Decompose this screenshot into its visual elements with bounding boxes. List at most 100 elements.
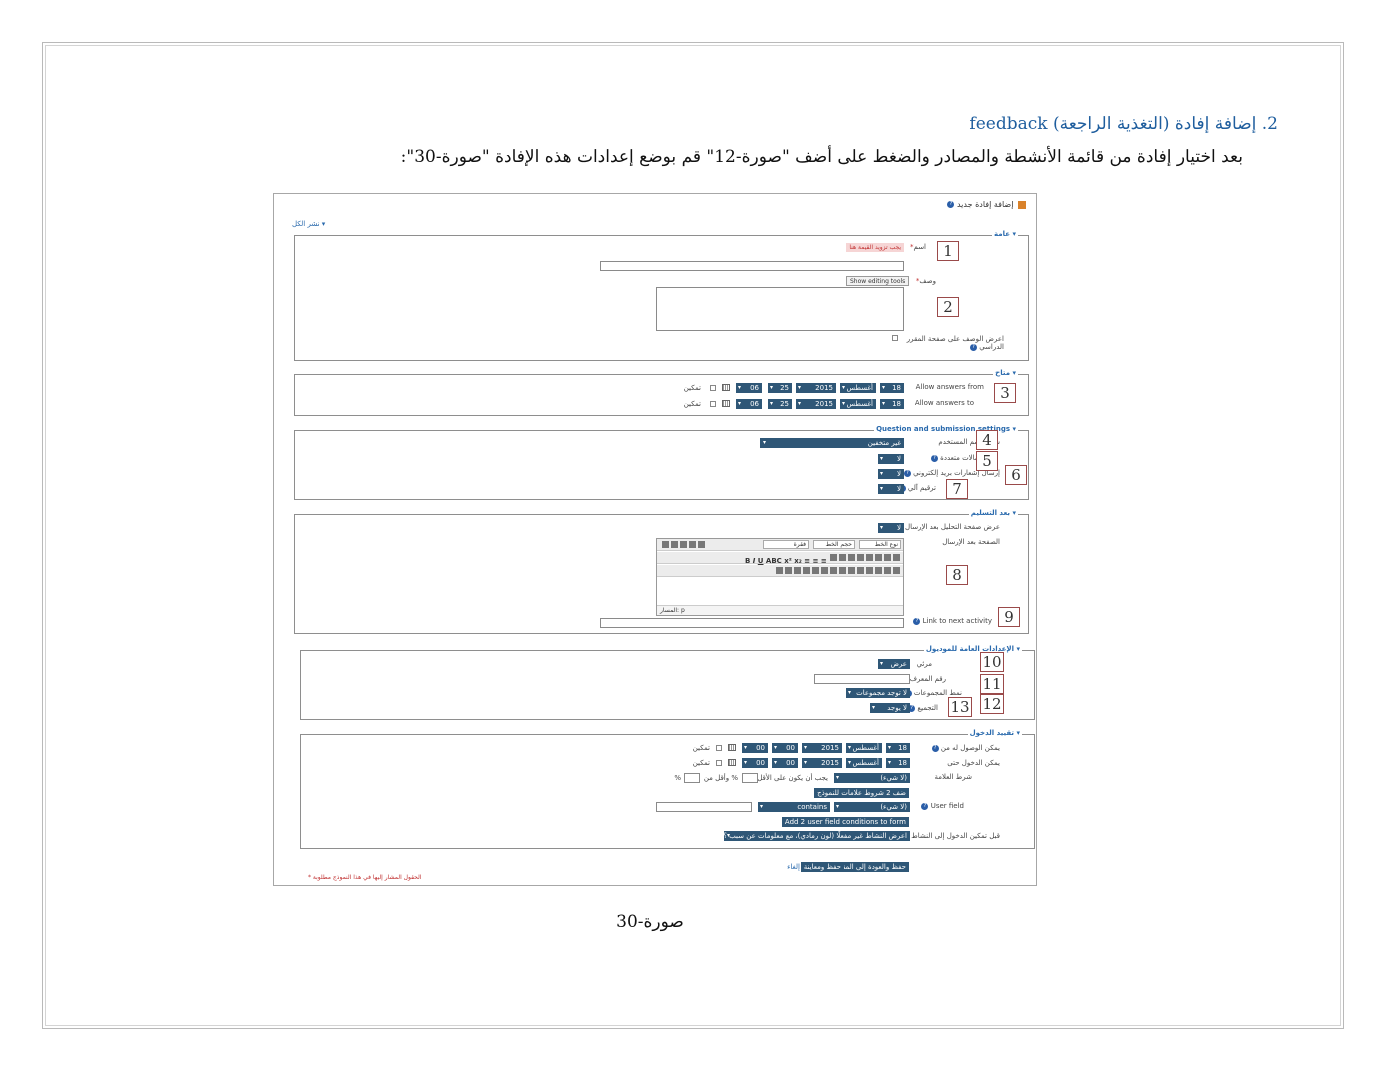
- cancel-link[interactable]: إلغاء: [787, 863, 800, 871]
- email-notifications-select[interactable]: ▾ لا: [878, 469, 904, 479]
- restrict-until-label: يمكن الدخول حتى: [947, 759, 1000, 767]
- help-icon[interactable]: ?: [931, 744, 939, 752]
- grade-item-select[interactable]: ▾ (لا شيء): [834, 773, 910, 783]
- toolbar-insert-icons[interactable]: [775, 565, 901, 578]
- help-icon[interactable]: ?: [930, 454, 938, 462]
- to-enable-label: تمكين: [683, 400, 701, 408]
- save-display-button[interactable]: حفظ ومعاينة: [800, 862, 844, 872]
- toolbar-format-icons[interactable]: B I U ABC x² x₂ ≡ ≡ ≡: [745, 552, 901, 565]
- section-heading: 2. إضافة إفادة (التغذية الراجعة) feedbac…: [969, 114, 1278, 134]
- before-access-select[interactable]: ▾ اعرض النشاط غير مفعلًا (لون رمادي)، مع …: [724, 831, 910, 841]
- autonumber-select[interactable]: ▾ لا: [878, 484, 904, 494]
- user-field-operator-select[interactable]: ▾ contains: [758, 802, 830, 812]
- restrict-from-hour[interactable]: ▾ 00: [772, 743, 798, 753]
- editor-toolbar-2: B I U ABC x² x₂ ≡ ≡ ≡: [657, 552, 903, 565]
- callout-10: 10: [980, 652, 1004, 672]
- add-grade-conditions-button[interactable]: ضف 2 شروط علامات للنموذج: [814, 788, 909, 798]
- description-textarea[interactable]: [656, 287, 904, 331]
- calendar-icon[interactable]: [722, 384, 730, 391]
- restrict-until-year[interactable]: ▾ 2015: [802, 758, 842, 768]
- from-day-select[interactable]: ▾ 18: [880, 383, 904, 393]
- help-icon[interactable]: ?: [908, 704, 916, 712]
- restrict-from-minute[interactable]: ▾ 00: [742, 743, 768, 753]
- restrict-until-month[interactable]: ▾ أغسطس: [846, 758, 882, 768]
- question-legend[interactable]: Question and submission settings ▾: [874, 425, 1018, 433]
- callout-13: 13: [948, 697, 972, 717]
- to-day-select[interactable]: ▾ 18: [880, 399, 904, 409]
- callout-2: 2: [937, 297, 959, 317]
- editor-content-area[interactable]: [657, 578, 903, 604]
- multiple-submissions-label: إرسالات متعددة ?: [930, 454, 986, 462]
- restrict-until-hour[interactable]: ▾ 00: [772, 758, 798, 768]
- visible-select[interactable]: ▾ عرض: [878, 659, 910, 669]
- show-description-checkbox[interactable]: [892, 335, 898, 341]
- restrict-until-day[interactable]: ▾ 18: [886, 758, 910, 768]
- name-label: اسم*: [910, 243, 926, 251]
- restrict-from-day[interactable]: ▾ 18: [886, 743, 910, 753]
- from-hour-select[interactable]: ▾ 06: [736, 383, 762, 393]
- help-icon[interactable]: ?: [913, 617, 921, 625]
- from-enable-checkbox[interactable]: [710, 385, 716, 391]
- restrict-from-month[interactable]: ▾ أغسطس: [846, 743, 882, 753]
- to-month-select[interactable]: ▾ أغسطس: [840, 399, 876, 409]
- callout-6: 6: [1005, 465, 1027, 485]
- restrict-from-enable-label: تمكين: [692, 744, 710, 752]
- restrict-until-minute[interactable]: ▾ 00: [742, 758, 768, 768]
- restrict-from-enable-checkbox[interactable]: [716, 745, 722, 751]
- callout-11: 11: [980, 674, 1004, 694]
- save-return-button[interactable]: حفظ والعودة إلى المقرر: [831, 862, 909, 872]
- user-field-select[interactable]: ▾ (لا شيء): [834, 802, 910, 812]
- restrict-until-enable-checkbox[interactable]: [716, 760, 722, 766]
- restrict-until-enable-label: تمكين: [692, 759, 710, 767]
- calendar-icon[interactable]: [722, 400, 730, 407]
- editor-toolbar-3: [657, 565, 903, 577]
- groupmode-select[interactable]: ▾ لا توجد مجموعات: [846, 688, 910, 698]
- general-legend[interactable]: عامة ▾: [992, 230, 1018, 238]
- page-after-editor[interactable]: نوع الخط حجم الخط فقرة B I U ABC x² x₂ ≡…: [656, 538, 904, 616]
- must-be-at-least-label: يجب أن يكون على الأقل: [757, 774, 828, 782]
- toolbar-icons-1[interactable]: [661, 539, 706, 552]
- help-icon[interactable]: ?: [947, 201, 955, 208]
- link-next-activity-label: ? Link to next activity: [913, 617, 992, 625]
- multiple-submissions-select[interactable]: ▾ لا: [878, 454, 904, 464]
- help-icon[interactable]: ?: [969, 343, 977, 351]
- common-settings-legend[interactable]: الإعدادات العامة للموديول ▾: [923, 645, 1022, 653]
- grouping-select[interactable]: ▾ لا يوجد: [870, 703, 910, 713]
- groupmode-label: نمط المجموعات ?: [904, 689, 962, 697]
- restrict-from-year[interactable]: ▾ 2015: [802, 743, 842, 753]
- paragraph-select[interactable]: فقرة: [763, 540, 809, 549]
- to-hour-select[interactable]: ▾ 06: [736, 399, 762, 409]
- record-names-select[interactable]: ▾ غير متخفين: [760, 438, 904, 448]
- restrict-access-legend[interactable]: تقييد الدخول ▾: [967, 729, 1022, 737]
- to-year-select[interactable]: ▾ 2015: [796, 399, 836, 409]
- help-icon[interactable]: ?: [921, 802, 929, 810]
- help-icon[interactable]: ?: [903, 469, 911, 477]
- autonumber-label: ترقيم آلي ?: [898, 484, 936, 492]
- analysis-page-label: عرض صفحة التحليل بعد الإرسال: [905, 523, 1000, 531]
- grade-min-input[interactable]: [742, 773, 758, 783]
- after-submission-legend[interactable]: بعد التسليم ▾: [968, 509, 1018, 517]
- from-d2-select[interactable]: ▾ 25: [768, 383, 792, 393]
- font-family-select[interactable]: نوع الخط: [859, 540, 901, 549]
- to-d2-select[interactable]: ▾ 25: [768, 399, 792, 409]
- user-field-value-input[interactable]: [656, 802, 752, 812]
- general-section: [294, 235, 1029, 361]
- calendar-icon[interactable]: [728, 759, 736, 766]
- common-settings-section: [300, 650, 1035, 720]
- idnumber-input[interactable]: [814, 674, 910, 684]
- analysis-page-select[interactable]: ▾ لا: [878, 523, 904, 533]
- name-input[interactable]: [600, 261, 904, 271]
- add-user-field-button[interactable]: Add 2 user field conditions to form: [781, 817, 909, 827]
- expand-all-link[interactable]: نشر الكل ▾: [292, 220, 326, 228]
- from-month-select[interactable]: ▾ أغسطس: [840, 383, 876, 393]
- grade-max-input[interactable]: [684, 773, 700, 783]
- font-size-select[interactable]: حجم الخط: [813, 540, 855, 549]
- link-next-activity-input[interactable]: [600, 618, 904, 628]
- to-enable-checkbox[interactable]: [710, 401, 716, 407]
- page-after-label: الصفحة بعد الإرسال: [942, 538, 1000, 546]
- availability-legend[interactable]: متاح ▾: [993, 369, 1018, 377]
- calendar-icon[interactable]: [728, 744, 736, 751]
- show-editing-tools-button[interactable]: Show editing tools: [846, 276, 910, 286]
- user-field-label: ? User field: [921, 802, 964, 810]
- from-year-select[interactable]: ▾ 2015: [796, 383, 836, 393]
